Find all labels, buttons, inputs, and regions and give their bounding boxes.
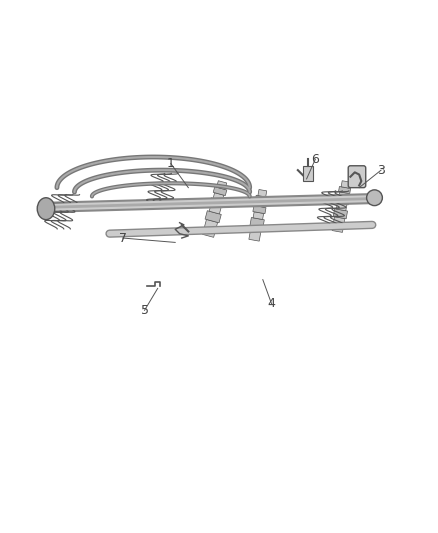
Text: 1: 1 bbox=[167, 157, 175, 170]
Polygon shape bbox=[216, 181, 227, 190]
Polygon shape bbox=[209, 205, 221, 214]
Polygon shape bbox=[339, 187, 351, 193]
Polygon shape bbox=[336, 203, 347, 211]
FancyBboxPatch shape bbox=[348, 166, 366, 188]
Polygon shape bbox=[213, 193, 224, 201]
Polygon shape bbox=[209, 198, 224, 208]
Text: 6: 6 bbox=[311, 152, 319, 166]
Circle shape bbox=[367, 190, 382, 206]
Polygon shape bbox=[256, 200, 265, 207]
Text: 4: 4 bbox=[268, 297, 276, 310]
Polygon shape bbox=[339, 192, 348, 199]
Polygon shape bbox=[255, 195, 268, 203]
Text: 5: 5 bbox=[141, 304, 148, 317]
Polygon shape bbox=[249, 225, 261, 241]
Polygon shape bbox=[258, 190, 267, 197]
Polygon shape bbox=[213, 187, 227, 196]
Text: 3: 3 bbox=[377, 164, 385, 176]
Polygon shape bbox=[250, 217, 264, 228]
Polygon shape bbox=[333, 209, 347, 219]
Polygon shape bbox=[332, 217, 345, 232]
Polygon shape bbox=[336, 197, 349, 205]
Polygon shape bbox=[202, 220, 218, 237]
Polygon shape bbox=[253, 212, 264, 220]
Polygon shape bbox=[205, 211, 221, 223]
Text: 7: 7 bbox=[119, 231, 127, 245]
Polygon shape bbox=[253, 206, 266, 214]
Bar bbox=[303, 166, 313, 181]
Ellipse shape bbox=[37, 198, 55, 220]
Polygon shape bbox=[341, 181, 350, 188]
